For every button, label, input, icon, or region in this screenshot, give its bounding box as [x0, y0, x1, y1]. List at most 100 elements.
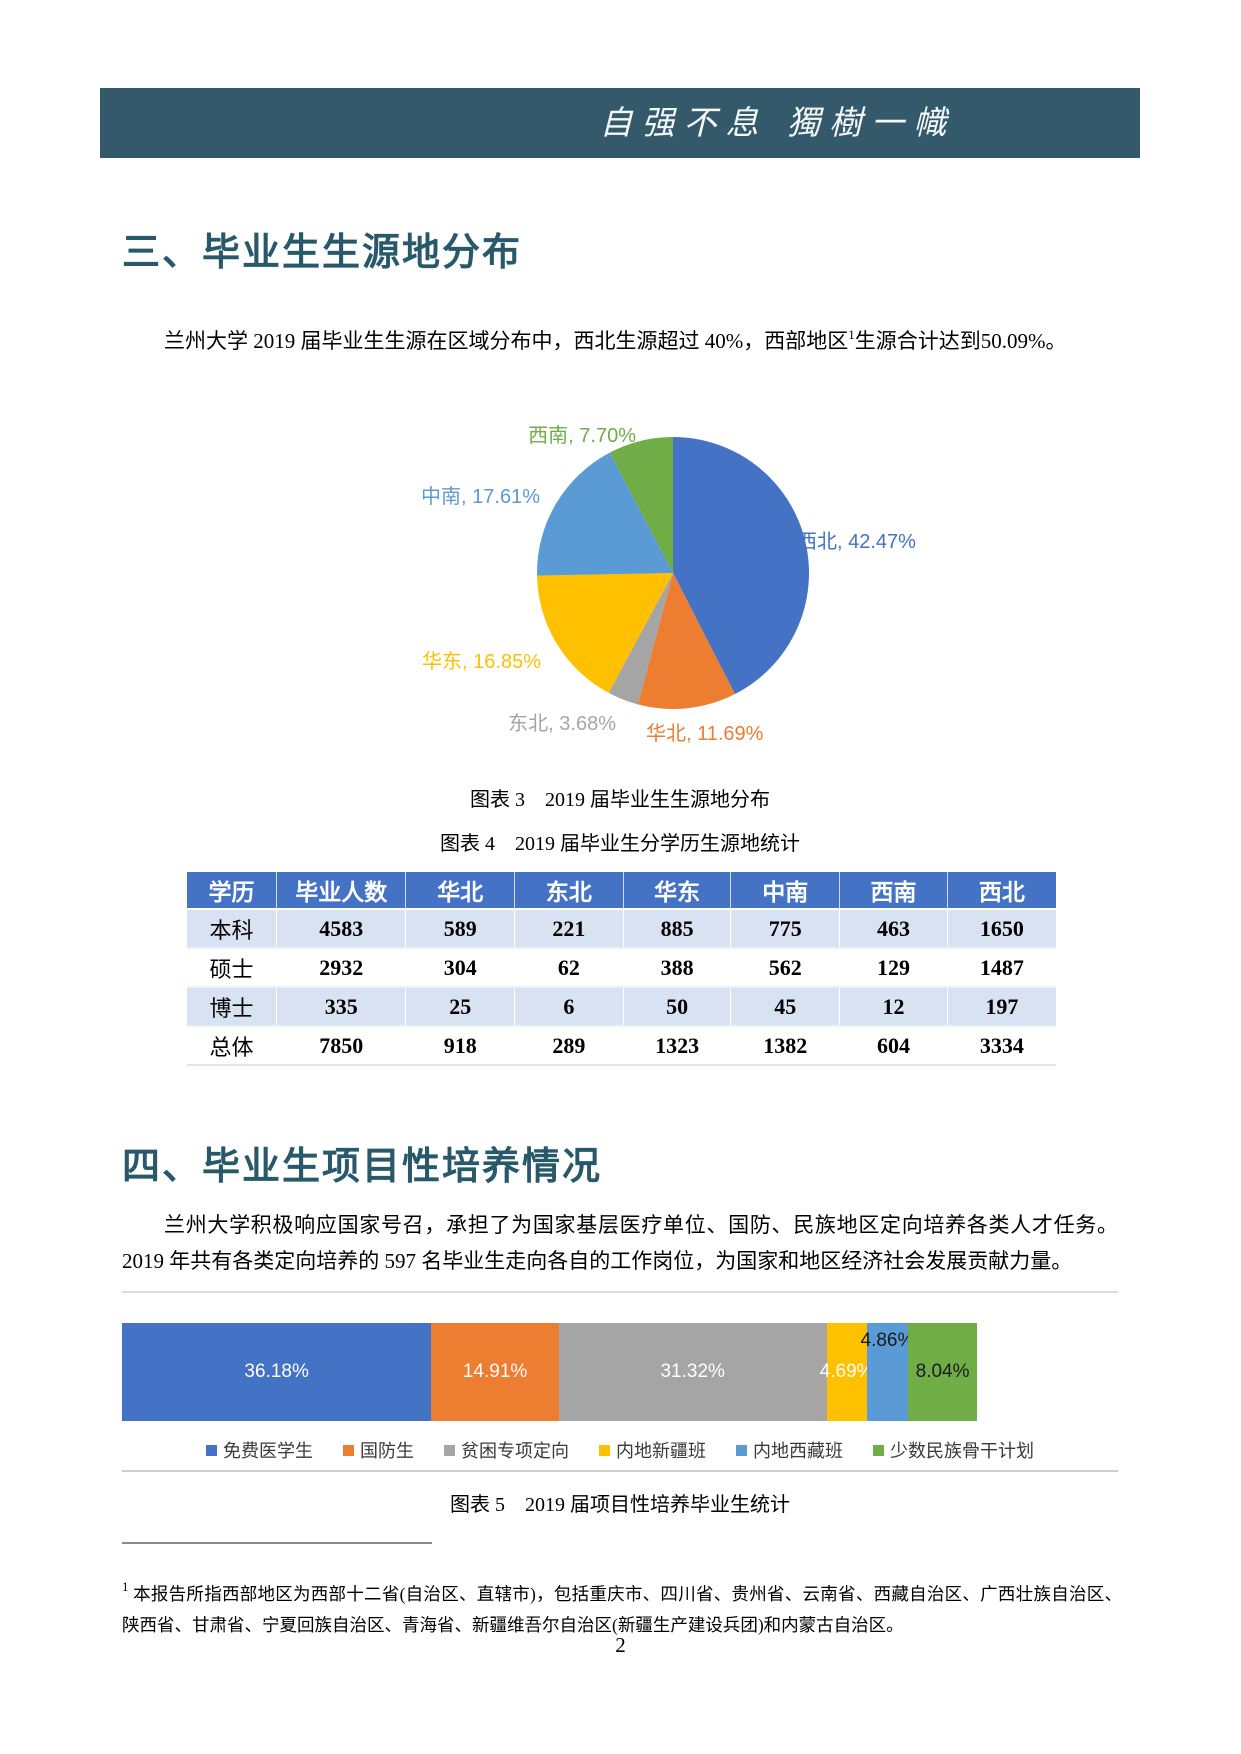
bar-segment-5: 4.86% [861, 1323, 914, 1421]
table-header-cell: 东北 [514, 872, 624, 909]
legend-item: 国防生 [343, 1437, 414, 1463]
bar-segment-6: 8.04% [908, 1323, 977, 1421]
pie-slice-6 [609, 437, 673, 573]
table-header-row: 学历 毕业人数 华北 东北 华东 中南 西南 西北 [187, 872, 1056, 909]
pie-label-xinan: 西南, 7.70% [528, 425, 636, 447]
bar-segment-2: 14.91% [431, 1323, 559, 1421]
pie-slice-2 [637, 573, 735, 709]
figure5-caption: 图表 5 2019 届项目性培养毕业生统计 [450, 1494, 790, 1516]
table-header-cell: 毕业人数 [275, 872, 406, 909]
table-cell: 7850 [275, 1025, 406, 1066]
pie-slice-5 [537, 452, 673, 576]
table-row: 总体 7850 918 289 1323 1382 604 3334 [187, 1025, 1056, 1066]
table-cell: 4583 [275, 908, 406, 948]
table-row: 博士 335 25 6 50 45 12 197 [187, 986, 1056, 1026]
footnote-divider [122, 1542, 432, 1544]
bar-segment-4: 4.69% [820, 1323, 874, 1421]
paragraph-origin-text: 兰州大学 2019 届毕业生生源在区域分布中，西北生源超过 40%，西部地区 [164, 329, 849, 353]
table-cell: 总体 [187, 1025, 277, 1066]
page-number: 2 [615, 1633, 626, 1657]
legend-swatch-icon [736, 1444, 747, 1456]
pie-slice-1 [673, 437, 809, 695]
legend-label: 内地新疆班 [616, 1441, 706, 1461]
legend-label: 内地西藏班 [753, 1441, 843, 1461]
table-cell: 197 [946, 986, 1056, 1026]
table-cell: 62 [514, 947, 624, 987]
footnote-reference: 1 [848, 327, 855, 342]
paragraph-origin: 兰州大学 2019 届毕业生生源在区域分布中，西北生源超过 40%，西部地区1生… [122, 315, 1118, 361]
table-cell: 2932 [275, 947, 406, 987]
pie-label-huabei: 华北, 11.69% [646, 723, 764, 745]
table-cell: 289 [514, 1025, 624, 1066]
table-cell: 1650 [946, 908, 1056, 948]
pie-label-huadong: 华东, 16.85% [422, 651, 541, 673]
pie-slice-4 [537, 573, 673, 693]
table-cell: 918 [405, 1025, 515, 1066]
footnote-text: 本报告所指西部地区为西部十二省(自治区、直辖市)，包括重庆市、四川省、贵州省、云… [122, 1583, 1122, 1635]
legend-label: 免费医学生 [223, 1441, 313, 1461]
table-cell: 589 [405, 908, 515, 948]
paragraph-programs: 兰州大学积极响应国家号召，承担了为国家基层医疗单位、国防、民族地区定向培养各类人… [122, 1213, 1118, 1273]
table-cell: 6 [514, 986, 624, 1026]
bar-segment-3: 31.32% [558, 1323, 827, 1421]
legend-swatch-icon [873, 1444, 884, 1456]
pie-chart-figure: 西北, 42.47% 华北, 11.69% 东北, 3.68% 华东, 16.8… [0, 370, 1241, 762]
table-cell: 45 [730, 986, 840, 1026]
table-row: 本科 4583 589 221 885 775 463 1650 [187, 908, 1056, 948]
stacked-bar-figure: 36.18% 14.91% 31.32% 4.69% 4.86% 8.04% 免费医学生 国… [122, 1291, 1118, 1472]
pie-label-xibei: 西北, 42.47% [797, 531, 916, 553]
paragraph-origin-text-cont: 生源合计达到50.09%。 [854, 329, 1067, 353]
pie-slice-3 [608, 573, 673, 705]
bar-segment-label: 14.91% [462, 1361, 528, 1382]
legend-swatch-icon [343, 1444, 354, 1456]
section-title-programs: 四、毕业生项目性培养情况 [122, 1146, 603, 1189]
legend-swatch-icon [599, 1444, 610, 1456]
chart-legend: 免费医学生 国防生 贫困专项定向 内地新疆班 内地西藏班 少数民族骨干计划 [122, 1437, 1118, 1463]
table-cell: 博士 [187, 986, 277, 1026]
legend-label: 国防生 [360, 1441, 414, 1461]
bar-segment-label: 36.18% [244, 1361, 309, 1382]
pie-chart [537, 437, 809, 709]
table-cell: 1382 [730, 1025, 840, 1066]
table-cell: 本科 [187, 908, 277, 948]
legend-label: 贫困专项定向 [461, 1441, 569, 1461]
table-cell: 775 [730, 908, 840, 948]
table-cell: 604 [839, 1025, 948, 1066]
table-header-cell: 西南 [839, 872, 948, 909]
figure3-caption: 图表 3 2019 届毕业生生源地分布 [470, 789, 770, 811]
legend-swatch-icon [206, 1444, 217, 1456]
figure4-caption: 图表 4 2019 届毕业生分学历生源地统计 [440, 833, 800, 855]
bar-segment-label: 8.04% [915, 1361, 970, 1382]
legend-item: 免费医学生 [206, 1437, 313, 1463]
legend-item: 内地新疆班 [599, 1437, 706, 1463]
pie-label-zhongnan: 中南, 17.61% [421, 486, 540, 508]
pie-label-dongbei: 东北, 3.68% [508, 713, 616, 735]
legend-swatch-icon [444, 1444, 455, 1456]
bar-segment-label: 4.86% [860, 1329, 915, 1351]
table-cell: 3334 [946, 1025, 1056, 1066]
legend-item: 内地西藏班 [736, 1437, 843, 1463]
table-cell: 1487 [946, 947, 1056, 987]
table-header-cell: 华北 [405, 872, 515, 909]
table-header-cell: 西北 [946, 872, 1056, 909]
table-header-cell: 华东 [622, 872, 731, 909]
table-row: 硕士 2932 304 62 388 562 129 1487 [187, 947, 1056, 987]
table-cell: 25 [405, 986, 515, 1026]
table-cell: 304 [405, 947, 515, 987]
table-cell: 1323 [622, 1025, 731, 1066]
bar-segment-label: 31.32% [660, 1361, 725, 1382]
table-cell: 221 [514, 908, 624, 948]
header-banner: 自强不息 獨樹一幟 [100, 88, 1140, 158]
origin-by-degree-table: 学历 毕业人数 华北 东北 华东 中南 西南 西北 本科 4583 589 221 885 775 463… [187, 872, 1056, 1066]
bar-segment-1: 36.18% [122, 1323, 432, 1421]
table-cell: 335 [275, 986, 406, 1026]
table-cell: 硕士 [187, 947, 277, 987]
legend-item: 少数民族骨干计划 [873, 1437, 1034, 1463]
bar-segment-label: 4.69% [819, 1361, 874, 1382]
stacked-bar: 36.18% 14.91% 31.32% 4.69% 4.86% 8.04% [122, 1323, 977, 1421]
footnote: 1 本报告所指西部地区为西部十二省(自治区、直辖市)，包括重庆市、四川省、贵州省… [122, 1571, 1122, 1641]
footnote-marker: 1 [122, 1578, 129, 1594]
table-cell: 388 [622, 947, 731, 987]
table-header-cell: 学历 [187, 872, 277, 909]
